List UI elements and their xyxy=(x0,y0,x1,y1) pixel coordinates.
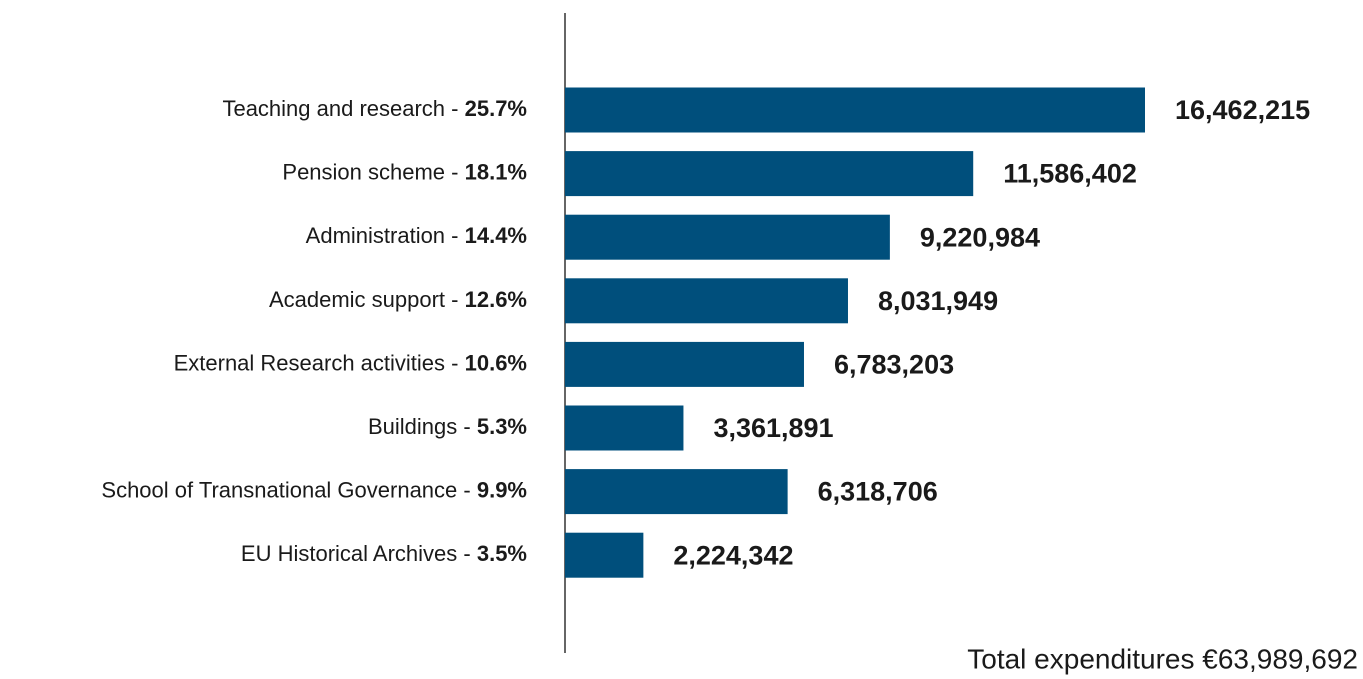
category-name: Administration xyxy=(306,223,445,248)
share-label: 12.6% xyxy=(465,287,527,312)
bar xyxy=(565,532,644,578)
category-name: Academic support xyxy=(269,287,445,312)
share-label: 9.9% xyxy=(477,477,527,502)
share-label: 10.6% xyxy=(465,350,527,375)
separator: - xyxy=(445,159,465,184)
bar xyxy=(565,278,848,324)
category-label: External Research activities - 10.6% xyxy=(174,350,527,375)
bar xyxy=(565,87,1145,133)
bar xyxy=(565,405,684,451)
value-label: 6,318,706 xyxy=(818,477,938,507)
category-name: Pension scheme xyxy=(282,159,445,184)
bar xyxy=(565,341,804,387)
category-label: School of Transnational Governance - 9.9… xyxy=(101,477,527,502)
separator: - xyxy=(457,541,477,566)
separator: - xyxy=(445,96,465,121)
category-label: Administration - 14.4% xyxy=(306,223,527,248)
category-name: School of Transnational Governance xyxy=(101,477,457,502)
separator: - xyxy=(457,477,477,502)
category-label: Pension scheme - 18.1% xyxy=(282,159,527,184)
category-name: Buildings xyxy=(368,414,457,439)
bar xyxy=(565,214,890,260)
category-name: EU Historical Archives xyxy=(241,541,457,566)
share-label: 25.7% xyxy=(465,96,527,121)
separator: - xyxy=(445,287,465,312)
category-name: Teaching and research xyxy=(222,96,445,121)
share-label: 3.5% xyxy=(477,541,527,566)
value-label: 16,462,215 xyxy=(1175,95,1310,125)
category-label: EU Historical Archives - 3.5% xyxy=(241,541,527,566)
value-label: 11,586,402 xyxy=(1003,159,1137,189)
bar xyxy=(565,469,788,515)
share-label: 18.1% xyxy=(465,159,527,184)
total-note: Total expenditures €63,989,692 xyxy=(967,643,1358,674)
share-label: 14.4% xyxy=(465,223,527,248)
value-label: 8,031,949 xyxy=(878,286,998,316)
value-label: 2,224,342 xyxy=(673,540,793,570)
value-label: 3,361,891 xyxy=(713,413,833,443)
category-label: Academic support - 12.6% xyxy=(269,287,527,312)
category-label: Teaching and research - 25.7% xyxy=(222,96,527,121)
separator: - xyxy=(457,414,477,439)
bar xyxy=(565,151,974,197)
value-label: 6,783,203 xyxy=(834,350,954,380)
value-label: 9,220,984 xyxy=(920,222,1040,252)
separator: - xyxy=(445,350,465,375)
share-label: 5.3% xyxy=(477,414,527,439)
category-name: External Research activities xyxy=(174,350,445,375)
category-label: Buildings - 5.3% xyxy=(368,414,527,439)
separator: - xyxy=(445,223,465,248)
